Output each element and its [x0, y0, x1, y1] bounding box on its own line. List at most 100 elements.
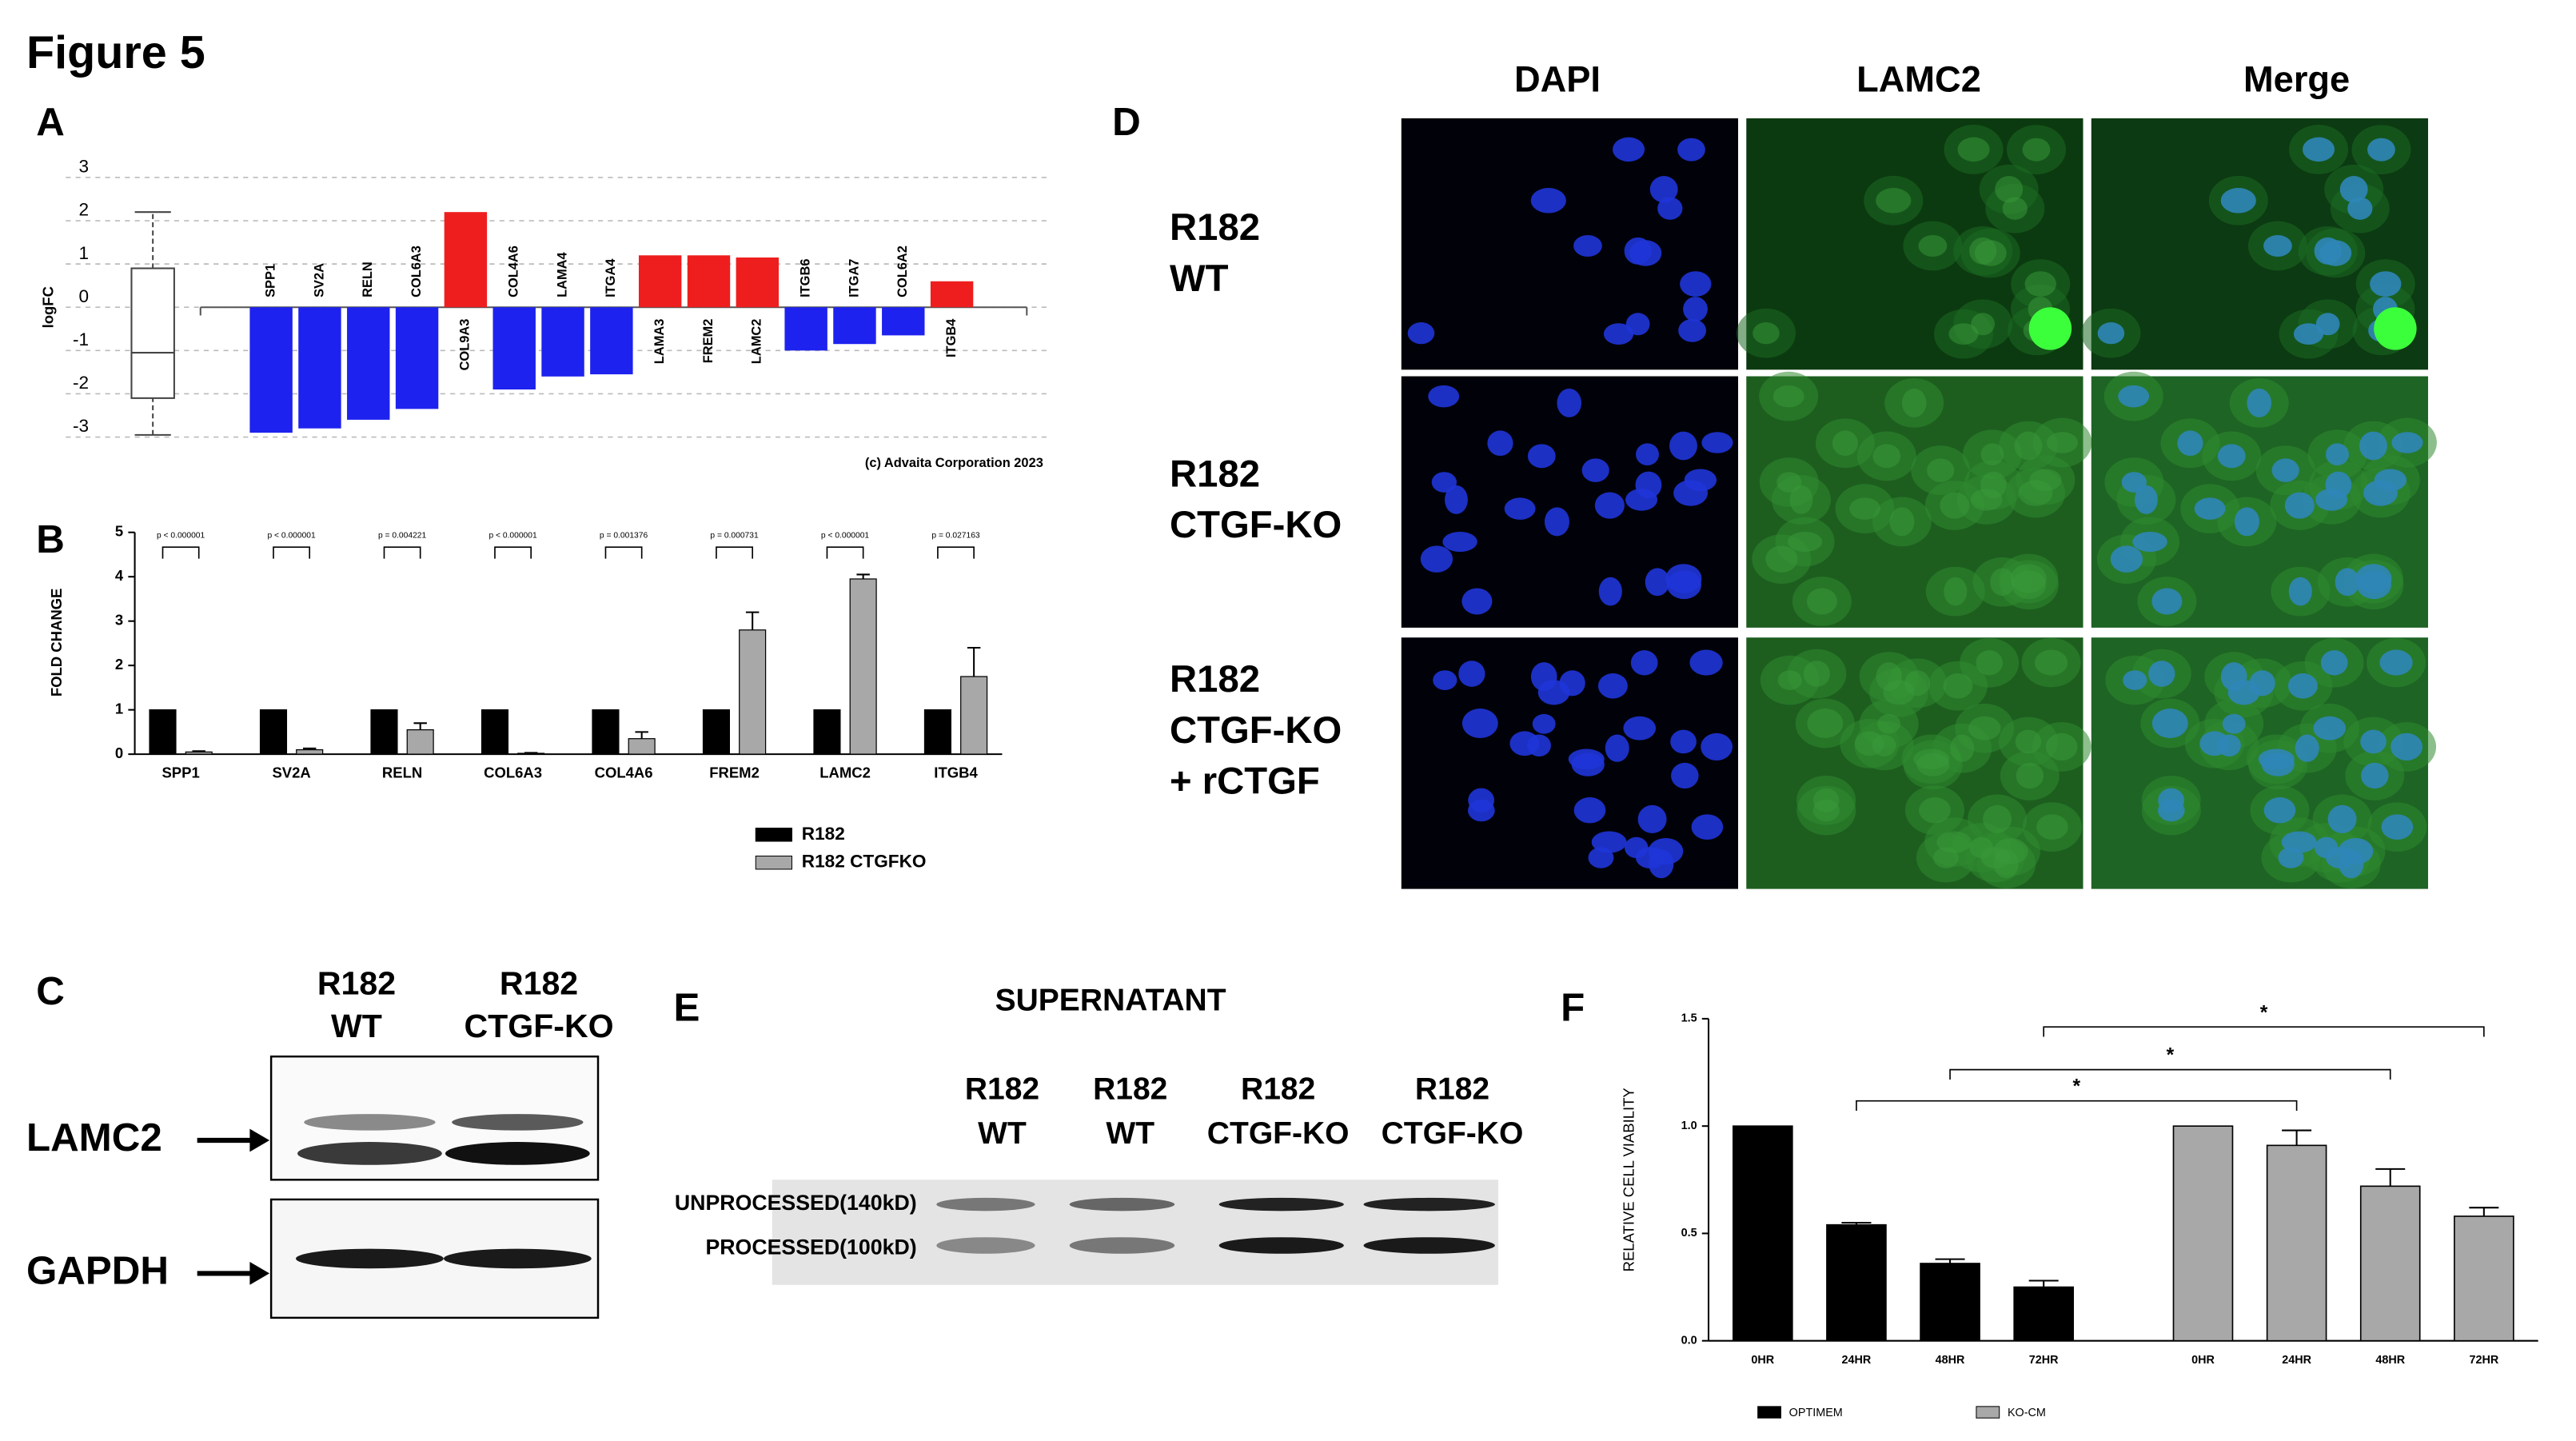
lane-label: CTGF-KO: [464, 1008, 613, 1044]
y-tick-label: -1: [73, 329, 89, 349]
x-tick-label: SPP1: [161, 764, 199, 781]
y-axis-label: logFC: [40, 286, 57, 328]
bar: [813, 709, 841, 755]
nucleus: [1645, 568, 1670, 597]
bar: [185, 751, 213, 755]
nucleus: [1649, 849, 1674, 879]
nucleus: [1777, 670, 1802, 690]
nucleus: [1603, 323, 1634, 345]
nucleus: [1504, 497, 1536, 520]
blot-band: [936, 1197, 1035, 1211]
nucleus: [1927, 458, 1955, 482]
nucleus: [1629, 240, 1662, 266]
bar: [481, 709, 509, 755]
significance-bracket: [494, 546, 532, 559]
nucleus: [1787, 531, 1823, 553]
blot-band: [1218, 1237, 1344, 1254]
nucleus: [2222, 713, 2246, 734]
nucleus: [2288, 577, 2312, 606]
y-tick-label: 1: [115, 701, 123, 717]
nucleus: [1990, 568, 2015, 597]
nucleus: [2247, 388, 2271, 417]
y-tick-label: 2: [78, 200, 89, 220]
nucleus: [2022, 138, 2051, 162]
nucleus: [1691, 814, 1724, 840]
nucleus: [2220, 662, 2247, 692]
lane-label: R182: [965, 1072, 1039, 1107]
lane-label: R182: [1241, 1072, 1315, 1107]
p-value: p = 0.027163: [931, 532, 980, 541]
nucleus: [1671, 762, 1699, 789]
nucleus: [2278, 847, 2304, 868]
blot-band: [295, 1248, 444, 1269]
bar: [1920, 1263, 1980, 1342]
nucleus: [2327, 804, 2357, 833]
nucleus: [2046, 432, 2079, 453]
band-label: UNPROCESSED(140kD): [675, 1191, 917, 1215]
y-tick-label: -3: [73, 416, 89, 436]
significance-bracket: [161, 546, 200, 559]
nucleus: [1832, 430, 1859, 457]
band-label: LAMC2: [26, 1116, 162, 1160]
y-tick-label: 0.5: [1681, 1227, 1697, 1239]
row-label: WT: [1170, 257, 1229, 300]
nucleus: [2158, 788, 2185, 812]
lane-label: R182: [317, 965, 396, 1002]
nucleus: [1461, 588, 1493, 615]
y-tick-label: 3: [115, 612, 123, 629]
x-tick-label: 0HR: [1751, 1354, 1774, 1367]
nucleus: [2263, 796, 2296, 824]
nucleus: [1683, 297, 1708, 322]
nucleus: [1530, 662, 1557, 692]
blot-band: [1069, 1197, 1175, 1211]
bar: [736, 257, 780, 308]
nucleus: [1904, 670, 1931, 697]
nucleus: [1605, 734, 1629, 762]
bar-label: ITGB4: [944, 318, 959, 357]
nucleus: [1598, 577, 1622, 606]
nucleus: [1613, 137, 1645, 162]
nucleus: [1527, 444, 1556, 469]
x-tick-label: COL6A3: [484, 764, 542, 781]
y-tick-label: 1.5: [1681, 1012, 1697, 1025]
bright-cell: [2374, 307, 2417, 350]
nucleus: [2339, 849, 2364, 879]
y-tick-label: 3: [78, 157, 89, 177]
nucleus: [1625, 836, 1649, 859]
nucleus: [2355, 564, 2392, 593]
nucleus: [2374, 469, 2407, 492]
panel-letter: C: [36, 969, 65, 1013]
blot-band: [1363, 1237, 1495, 1254]
nucleus: [1993, 849, 2019, 879]
row-label: R182: [1170, 453, 1260, 495]
y-tick-label: 2: [115, 656, 123, 673]
significance-bracket: [273, 546, 311, 559]
blot-band: [304, 1114, 436, 1131]
y-tick-label: 4: [115, 567, 124, 584]
nucleus: [2303, 137, 2335, 162]
panel-letter: F: [1561, 986, 1585, 1030]
nucleus: [1573, 234, 1602, 257]
lane-label: CTGF-KO: [1207, 1116, 1350, 1151]
bar-label: COL6A2: [895, 245, 910, 297]
significance-bracket: [1949, 1068, 2391, 1080]
p-value: p = 0.004221: [378, 532, 427, 541]
nucleus: [1854, 731, 1884, 756]
blot-band: [1069, 1237, 1175, 1254]
p-value: p < 0.000001: [267, 532, 316, 541]
blot-band: [445, 1142, 590, 1165]
nucleus: [2320, 650, 2348, 676]
bar-label: ITGA4: [604, 258, 618, 297]
significance-bracket: [1856, 1100, 2298, 1111]
nucleus: [1789, 485, 1813, 514]
nucleus: [1649, 176, 1678, 203]
nucleus: [1420, 545, 1453, 573]
panel-letter: A: [36, 100, 65, 144]
nucleus: [2029, 469, 2062, 492]
y-tick-label: 0: [78, 286, 89, 306]
nucleus: [1680, 271, 1712, 297]
x-tick-label: 48HR: [2375, 1354, 2405, 1367]
nucleus: [1918, 234, 1948, 257]
x-tick-label: ITGB4: [934, 764, 978, 781]
